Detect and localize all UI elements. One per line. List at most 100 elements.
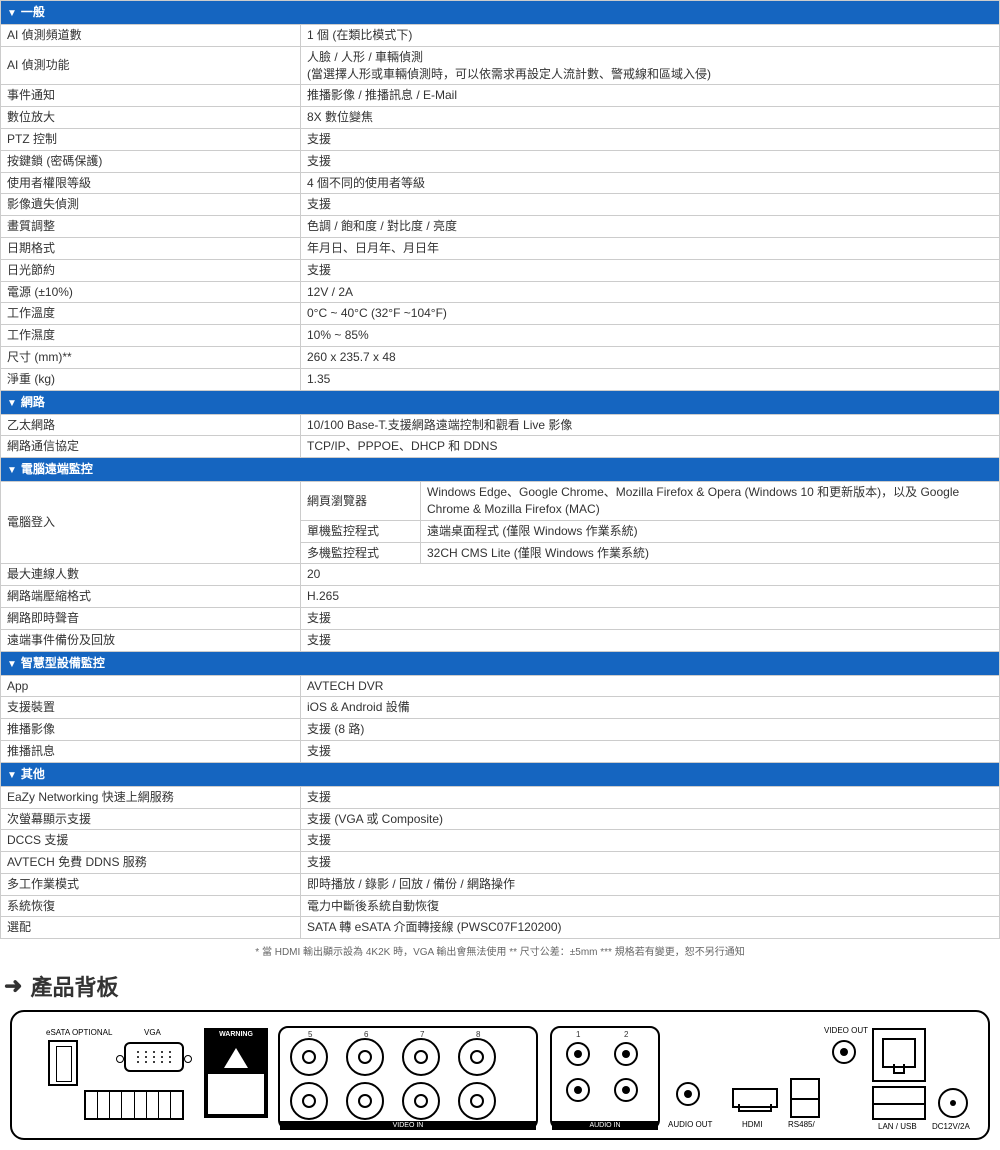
dc-jack-icon	[938, 1088, 968, 1118]
spec-label: 日光節約	[1, 259, 301, 281]
section-title: 其他	[21, 767, 45, 781]
port-number: 7	[420, 1030, 424, 1039]
ethernet-port-icon	[872, 1028, 926, 1082]
esata-port-icon	[48, 1040, 78, 1086]
spec-value: 年月日、日月年、月日年	[301, 237, 1000, 259]
section-title: 電腦遠端監控	[21, 462, 93, 476]
spec-value: 0°C ~ 40°C (32°F ~104°F)	[301, 303, 1000, 325]
section-header-other: ▼其他	[1, 762, 1000, 786]
spec-sublabel: 單機監控程式	[301, 520, 421, 542]
label-lan-usb: LAN / USB	[878, 1122, 917, 1131]
spec-value: 12V / 2A	[301, 281, 1000, 303]
group-label: VIDEO IN	[280, 1121, 536, 1130]
section-header-general: ▼ 一般	[1, 1, 1000, 25]
spec-value: TCP/IP、PPPOE、DHCP 和 DDNS	[301, 436, 1000, 458]
rca-port-icon	[832, 1040, 856, 1064]
bnc-port-icon	[458, 1038, 496, 1076]
spec-value: 支援 (VGA 或 Composite)	[301, 808, 1000, 830]
bnc-port-icon	[346, 1082, 384, 1120]
spec-value: H.265	[301, 586, 1000, 608]
bnc-port-icon	[402, 1082, 440, 1120]
spec-value: 支援 (8 路)	[301, 719, 1000, 741]
spec-value: 8X 數位變焦	[301, 107, 1000, 129]
spec-label: 乙太網路	[1, 414, 301, 436]
spec-label: 推播訊息	[1, 740, 301, 762]
spec-label: 尺寸 (mm)**	[1, 346, 301, 368]
section-header-network: ▼網路	[1, 390, 1000, 414]
spec-value: 支援	[301, 259, 1000, 281]
rca-port-icon	[614, 1078, 638, 1102]
label-esata: eSATA OPTIONAL	[46, 1028, 112, 1037]
spec-value: 1 個 (在類比模式下)	[301, 25, 1000, 47]
spec-value: 260 x 235.7 x 48	[301, 346, 1000, 368]
spec-value: 支援	[301, 830, 1000, 852]
spec-value: 支援	[301, 786, 1000, 808]
chevron-down-icon: ▼	[7, 7, 17, 21]
section-header-remote: ▼ 電腦遠端監控	[1, 458, 1000, 482]
section-title: 智慧型設備監控	[21, 656, 105, 670]
spec-value: 電力中斷後系統自動恢復	[301, 895, 1000, 917]
spec-value: 即時播放 / 錄影 / 回放 / 備份 / 網路操作	[301, 873, 1000, 895]
label-video-out: VIDEO OUT	[824, 1026, 868, 1035]
spec-label: 推播影像	[1, 719, 301, 741]
chevron-down-icon: ▼	[7, 658, 17, 672]
bnc-port-icon	[458, 1082, 496, 1120]
spec-value: 遠端桌面程式 (僅限 Windows 作業系統)	[421, 520, 1000, 542]
spec-value: 支援	[301, 128, 1000, 150]
spec-label: 淨重 (kg)	[1, 368, 301, 390]
port-number: 5	[308, 1030, 312, 1039]
rca-port-icon	[566, 1078, 590, 1102]
video-out-port	[832, 1040, 856, 1064]
rca-port-icon	[676, 1082, 700, 1106]
arrow-right-icon: ➜	[4, 973, 22, 999]
spec-label: 影像遺失偵測	[1, 194, 301, 216]
spec-sublabel: 多機監控程式	[301, 542, 421, 564]
bnc-port-icon	[402, 1038, 440, 1076]
port-number: 6	[364, 1030, 368, 1039]
section-title: 網路	[21, 395, 45, 409]
spec-value: 支援	[301, 607, 1000, 629]
section-header-smart: ▼ 智慧型設備監控	[1, 651, 1000, 675]
port-number: 8	[476, 1030, 480, 1039]
label-hdmi: HDMI	[742, 1120, 762, 1129]
spec-label: 系統恢復	[1, 895, 301, 917]
audio-out-port	[676, 1082, 700, 1106]
footnote: * 當 HDMI 輸出顯示設為 4K2K 時，VGA 輸出會無法使用 ** 尺寸…	[0, 939, 1000, 962]
spec-sublabel: 網頁瀏覽器	[301, 482, 421, 521]
spec-label: AI 偵測功能	[1, 46, 301, 85]
spec-label: 日期格式	[1, 237, 301, 259]
spec-label: 網路端壓縮格式	[1, 586, 301, 608]
spec-table: ▼一般 AI 偵測頻道數1 個 (在類比模式下)AI 偵測功能人臉 / 人形 /…	[0, 0, 1000, 939]
spec-value: 1.35	[301, 368, 1000, 390]
video-in-group: 5 6 7 8 VIDEO IN	[278, 1026, 538, 1130]
rca-port-icon	[566, 1042, 590, 1066]
chevron-down-icon: ▼	[7, 464, 17, 478]
spec-label: 事件通知	[1, 85, 301, 107]
spec-value: 20	[301, 564, 1000, 586]
label-audio-out: AUDIO OUT	[668, 1120, 712, 1129]
usb-ports-icon	[872, 1086, 926, 1120]
spec-label: 遠端事件備份及回放	[1, 629, 301, 651]
group-label: AUDIO IN	[552, 1121, 658, 1130]
bnc-port-icon	[290, 1038, 328, 1076]
terminal-block-icon	[84, 1090, 184, 1120]
label-rs485: RS485/	[788, 1120, 815, 1129]
rca-port-icon	[614, 1042, 638, 1066]
hdmi-port-icon	[732, 1088, 778, 1108]
spec-value: Windows Edge、Google Chrome、Mozilla Firef…	[421, 482, 1000, 521]
spec-label: 選配	[1, 917, 301, 939]
spec-label: 工作溫度	[1, 303, 301, 325]
spec-value: SATA 轉 eSATA 介面轉接線 (PWSC07F120200)	[301, 917, 1000, 939]
spec-label: 電源 (±10%)	[1, 281, 301, 303]
spec-label: PTZ 控制	[1, 128, 301, 150]
spec-label: DCCS 支援	[1, 830, 301, 852]
bnc-port-icon	[290, 1082, 328, 1120]
spec-label: AVTECH 免費 DDNS 服務	[1, 852, 301, 874]
bnc-port-icon	[346, 1038, 384, 1076]
section-title: 一般	[21, 5, 45, 19]
label-vga: VGA	[144, 1028, 161, 1037]
spec-value: 推播影像 / 推播訊息 / E-Mail	[301, 85, 1000, 107]
spec-value: 色調 / 飽和度 / 對比度 / 亮度	[301, 216, 1000, 238]
spec-value: iOS & Android 設備	[301, 697, 1000, 719]
spec-label: AI 偵測頻道數	[1, 25, 301, 47]
